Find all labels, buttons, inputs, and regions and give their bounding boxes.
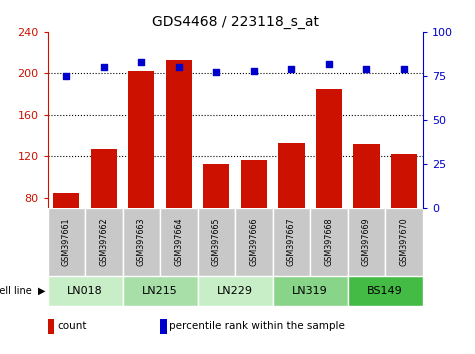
Bar	[273, 276, 348, 306]
Text: cell line  ▶: cell line ▶	[0, 286, 45, 296]
Text: GSM397670: GSM397670	[399, 218, 408, 267]
Bar	[241, 160, 267, 208]
Bar	[385, 208, 423, 276]
Point	[62, 73, 70, 79]
Bar	[273, 208, 310, 276]
Text: BS149: BS149	[367, 286, 403, 296]
Point	[138, 59, 145, 65]
Bar	[160, 208, 198, 276]
Point	[175, 64, 182, 70]
Bar	[391, 154, 417, 208]
Text: LN229: LN229	[217, 286, 253, 296]
Bar	[48, 276, 123, 306]
Bar	[48, 319, 54, 333]
Text: percentile rank within the sample: percentile rank within the sample	[170, 321, 345, 331]
Bar	[203, 164, 229, 208]
Bar	[353, 144, 380, 208]
Point	[287, 66, 295, 72]
Bar	[91, 149, 117, 208]
Point	[325, 61, 332, 67]
Bar	[310, 208, 348, 276]
Text: GSM397661: GSM397661	[62, 218, 71, 267]
Text: GSM397662: GSM397662	[99, 218, 108, 267]
Bar	[123, 276, 198, 306]
Bar	[160, 319, 167, 333]
Text: GSM397666: GSM397666	[249, 218, 258, 267]
Point	[400, 66, 408, 72]
Text: LN215: LN215	[142, 286, 178, 296]
Bar	[53, 193, 79, 208]
Text: LN018: LN018	[67, 286, 103, 296]
Text: GSM397665: GSM397665	[212, 218, 221, 267]
Title: GDS4468 / 223118_s_at: GDS4468 / 223118_s_at	[152, 16, 319, 29]
Bar	[235, 208, 273, 276]
Bar	[278, 143, 304, 208]
Bar	[316, 89, 342, 208]
Text: GSM397667: GSM397667	[287, 218, 296, 267]
Bar	[348, 208, 385, 276]
Bar	[198, 208, 235, 276]
Text: LN319: LN319	[292, 286, 328, 296]
Point	[100, 64, 107, 70]
Bar	[48, 208, 85, 276]
Bar	[123, 208, 160, 276]
Text: GSM397664: GSM397664	[174, 218, 183, 267]
Text: GSM397668: GSM397668	[324, 218, 333, 267]
Bar	[198, 276, 273, 306]
Bar	[348, 276, 423, 306]
Point	[363, 66, 371, 72]
Text: GSM397663: GSM397663	[137, 218, 146, 267]
Point	[250, 68, 257, 74]
Bar	[85, 208, 123, 276]
Bar	[166, 60, 192, 208]
Bar	[128, 71, 154, 208]
Text: count: count	[57, 321, 86, 331]
Text: GSM397669: GSM397669	[362, 218, 371, 267]
Point	[212, 70, 220, 75]
